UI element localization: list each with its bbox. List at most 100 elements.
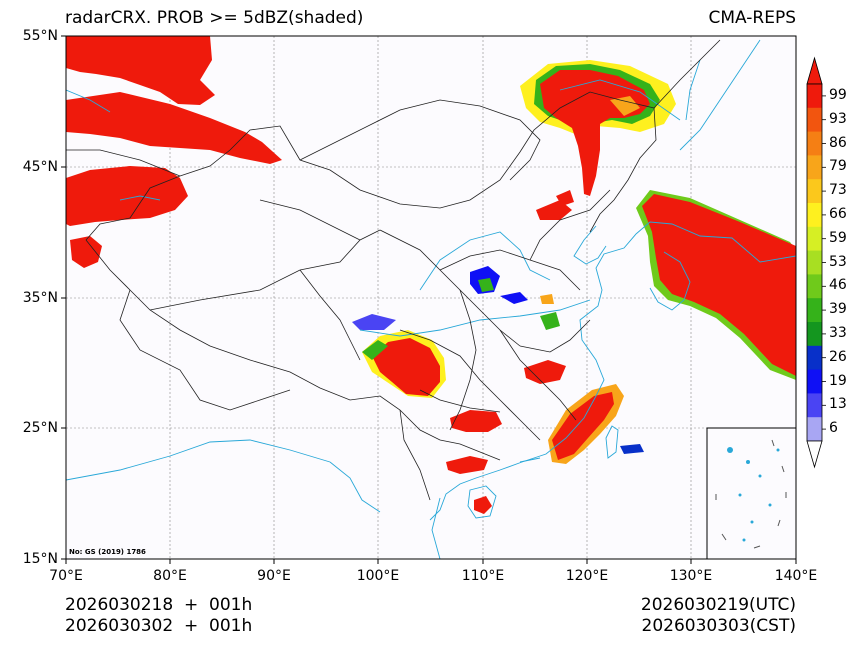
lon-label-130: 130°E bbox=[669, 568, 713, 584]
shade-blue-west bbox=[352, 314, 396, 330]
coast-bay bbox=[329, 461, 381, 513]
border-provinces-11 bbox=[419, 389, 501, 413]
colorbar-bin bbox=[807, 369, 822, 394]
init-time-cst: 2026030302 + 001h bbox=[65, 616, 253, 636]
shade-shandong bbox=[540, 312, 560, 330]
coast-okhotsk bbox=[679, 39, 761, 151]
colorbar-label: 59 bbox=[829, 229, 847, 246]
south-china-sea-inset bbox=[706, 427, 796, 559]
lat-label-55: 55°N bbox=[22, 28, 58, 44]
lon-label-120: 120°E bbox=[565, 568, 609, 584]
lon-label-80: 80°E bbox=[153, 568, 187, 584]
axis-ticks bbox=[61, 35, 797, 564]
valid-time-cst: 2026030303(CST) bbox=[641, 616, 796, 636]
coast-caspian bbox=[66, 89, 111, 113]
colorbar-label: 86 bbox=[829, 134, 847, 151]
border-provinces-7 bbox=[499, 329, 577, 421]
shade-tibet-green bbox=[362, 340, 388, 360]
border-indochina bbox=[399, 409, 431, 501]
river-hongkong bbox=[519, 457, 541, 463]
colorbar-label: 33 bbox=[829, 324, 847, 341]
border-china bbox=[85, 91, 657, 241]
shade-south-3 bbox=[524, 360, 566, 384]
shade-blue-north-2 bbox=[478, 278, 494, 292]
lon-label-140: 140°E bbox=[774, 568, 818, 584]
colorbar-bin bbox=[807, 274, 822, 299]
border-mongolia bbox=[299, 99, 541, 181]
colorbar-bin bbox=[807, 226, 822, 252]
map-approval-note: No: GS (2019) 1786 bbox=[69, 548, 146, 556]
probability-shading bbox=[66, 36, 796, 514]
shade-yangtze bbox=[540, 294, 554, 304]
coast-india bbox=[66, 439, 331, 481]
colorbar-label: 73 bbox=[829, 182, 847, 199]
colorbar-bin bbox=[807, 155, 822, 180]
coast-balkhash bbox=[119, 195, 161, 201]
border-provinces-10 bbox=[259, 199, 361, 241]
colorbar-bin bbox=[807, 84, 822, 109]
colorbar-label: 13 bbox=[829, 396, 847, 413]
lat-label-35: 35°N bbox=[22, 290, 58, 306]
inset-islands bbox=[727, 447, 780, 542]
colorbar-label: 19 bbox=[829, 372, 847, 389]
lon-label-100: 100°E bbox=[356, 568, 400, 584]
valid-time-utc: 2026030219(UTC) bbox=[640, 595, 796, 615]
coast-hainan bbox=[467, 485, 497, 519]
border-provinces-5 bbox=[399, 329, 541, 441]
shade-south-1 bbox=[450, 410, 502, 432]
border-india bbox=[119, 289, 291, 411]
colorbar-bin bbox=[807, 131, 822, 156]
lon-label-110: 110°E bbox=[461, 568, 505, 584]
colorbar-bin bbox=[807, 417, 822, 442]
colorbar-label: 93 bbox=[829, 110, 847, 127]
shade-tibet-core bbox=[372, 338, 440, 396]
shade-northeast-orange bbox=[610, 96, 640, 116]
colorbar-bin bbox=[807, 322, 822, 347]
chart-title: radarCRX. PROB >= 5dBZ(shaded) bbox=[65, 8, 364, 28]
border-provinces-4 bbox=[439, 249, 581, 291]
colorbar-label: 26 bbox=[829, 348, 847, 365]
shade-eastcoast bbox=[552, 392, 614, 460]
colorbar-label: 99 bbox=[829, 86, 847, 103]
border-provinces-9 bbox=[519, 319, 591, 353]
borders bbox=[66, 39, 721, 501]
border-provinces-2 bbox=[299, 269, 361, 361]
colorbar-bin bbox=[807, 298, 822, 323]
shade-japan bbox=[642, 194, 796, 376]
coast-sakhalin bbox=[685, 59, 701, 121]
river-yangtze bbox=[359, 299, 591, 337]
lat-label-45: 45°N bbox=[22, 159, 58, 175]
lat-label-15: 15°N bbox=[22, 551, 58, 567]
colorbar-label: 66 bbox=[829, 205, 847, 222]
coast-bohai bbox=[573, 225, 607, 265]
colorbar-label: 79 bbox=[829, 158, 847, 175]
border-russia-east bbox=[653, 39, 721, 109]
colorbar-bin bbox=[807, 345, 822, 371]
border-provinces-6 bbox=[449, 289, 477, 431]
colorbar bbox=[806, 56, 826, 469]
colorbar-bin bbox=[807, 203, 822, 228]
model-name: CMA-REPS bbox=[708, 8, 796, 28]
shade-northwest-band bbox=[66, 92, 282, 164]
shade-hainan bbox=[474, 496, 492, 514]
shade-south-2 bbox=[446, 456, 488, 474]
colorbar-bin bbox=[807, 393, 822, 418]
shade-west-small bbox=[70, 236, 102, 268]
colorbar-label: 39 bbox=[829, 301, 847, 318]
coast-east bbox=[429, 221, 796, 521]
colorbar-label: 53 bbox=[829, 253, 847, 270]
colorbar-over-arrow bbox=[806, 56, 823, 85]
river-yellow bbox=[419, 231, 551, 291]
colorbar-label: 46 bbox=[829, 277, 847, 294]
coast-taiwan bbox=[605, 425, 619, 459]
init-time-utc: 2026030218 + 001h bbox=[65, 595, 253, 615]
border-provinces-8 bbox=[529, 189, 611, 261]
border-kazakh bbox=[66, 149, 181, 177]
shade-northwest-top bbox=[66, 36, 215, 105]
inset-dashes bbox=[715, 439, 787, 549]
coast-korea bbox=[649, 251, 691, 311]
colorbar-label: 6 bbox=[829, 420, 838, 437]
coastlines bbox=[66, 39, 796, 559]
shade-beijing bbox=[556, 190, 574, 206]
